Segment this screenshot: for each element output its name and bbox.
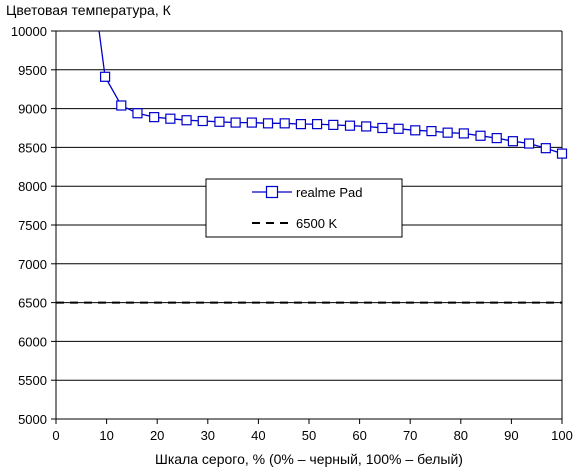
x-tick-label-90: 90 [504,428,518,443]
x-tick-labels: 0 10 20 30 40 50 60 70 80 90 100 [52,428,572,443]
data-point-realme-pad-10 [246,117,257,128]
legend-marker-realme-pad [265,185,279,199]
y-tick-labels: 5000 5500 6000 6500 7000 7500 8000 8500 9000 9500… [11,24,47,427]
data-point-realme-pad-27 [524,138,535,149]
data-point-realme-pad-29 [556,148,568,159]
data-point-realme-pad-22 [442,127,453,138]
y-tick-label-8000: 8000 [18,179,47,194]
x-tick-label-30: 30 [201,428,215,443]
plot-area [56,31,568,304]
data-point-realme-pad-18 [377,122,388,134]
data-point-realme-pad-28 [540,143,551,154]
data-point-realme-pad-8 [214,116,225,127]
data-point-realme-pad-23 [458,128,469,139]
y-tick-label-5500: 5500 [18,373,47,388]
legend-label-realme-pad: realme Pad [296,185,362,200]
y-axis-title: Цветовая температура, К [6,2,172,18]
data-point-realme-pad-2 [116,100,127,111]
y-tick-label-6000: 6000 [18,334,47,349]
data-point-realme-pad-1 [99,71,111,82]
x-tick-label-40: 40 [251,428,265,443]
data-point-realme-pad-6 [181,115,192,126]
data-point-realme-pad-12 [279,118,290,129]
y-tick-label-8500: 8500 [18,140,47,155]
x-tick-label-10: 10 [99,428,113,443]
data-point-realme-pad-15 [328,119,339,130]
x-tick-label-60: 60 [352,428,366,443]
x-tick-label-80: 80 [454,428,468,443]
data-point-realme-pad-14 [311,119,323,130]
x-tick-label-100: 100 [551,428,573,443]
data-point-realme-pad-4 [149,112,160,123]
data-point-realme-pad-13 [295,119,307,130]
x-tick-label-20: 20 [150,428,164,443]
y-tick-label-10000: 10000 [11,24,47,39]
data-point-realme-pad-25 [491,132,502,144]
x-tick-label-70: 70 [403,428,417,443]
x-tick-label-0: 0 [52,428,59,443]
legend: realme Pad 6500 K [205,178,403,238]
y-tick-label-9000: 9000 [18,102,47,117]
y-tick-label-7500: 7500 [18,218,47,233]
data-point-realme-pad-7 [197,115,208,127]
data-point-realme-pad-26 [507,136,519,147]
data-point-realme-pad-11 [262,118,274,129]
data-point-realme-pad-20 [410,125,421,136]
data-point-realme-pad-21 [426,126,437,137]
y-tick-label-7000: 7000 [18,257,47,272]
data-point-realme-pad-16 [344,120,356,131]
legend-label-6500k: 6500 K [296,216,338,231]
data-point-realme-pad-17 [361,121,372,132]
data-point-realme-pad-9 [230,117,241,128]
y-tick-label-9500: 9500 [18,63,47,78]
y-tick-label-5000: 5000 [18,412,47,427]
legend-box [205,178,403,238]
data-point-realme-pad-5 [165,113,176,124]
series-line-realme-pad [98,31,562,155]
y-tick-label-6500: 6500 [18,296,47,311]
data-point-realme-pad-3 [132,108,143,119]
data-point-realme-pad-24 [475,130,486,141]
data-point-realme-pad-19 [393,123,404,134]
x-tick-label-50: 50 [302,428,316,443]
x-axis-title: Шкала серого, % (0% – черный, 100% – бел… [155,451,463,467]
